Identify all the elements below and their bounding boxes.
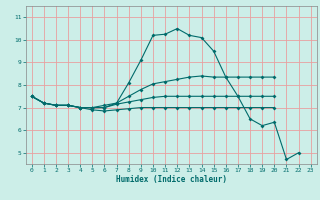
X-axis label: Humidex (Indice chaleur): Humidex (Indice chaleur) [116, 175, 227, 184]
